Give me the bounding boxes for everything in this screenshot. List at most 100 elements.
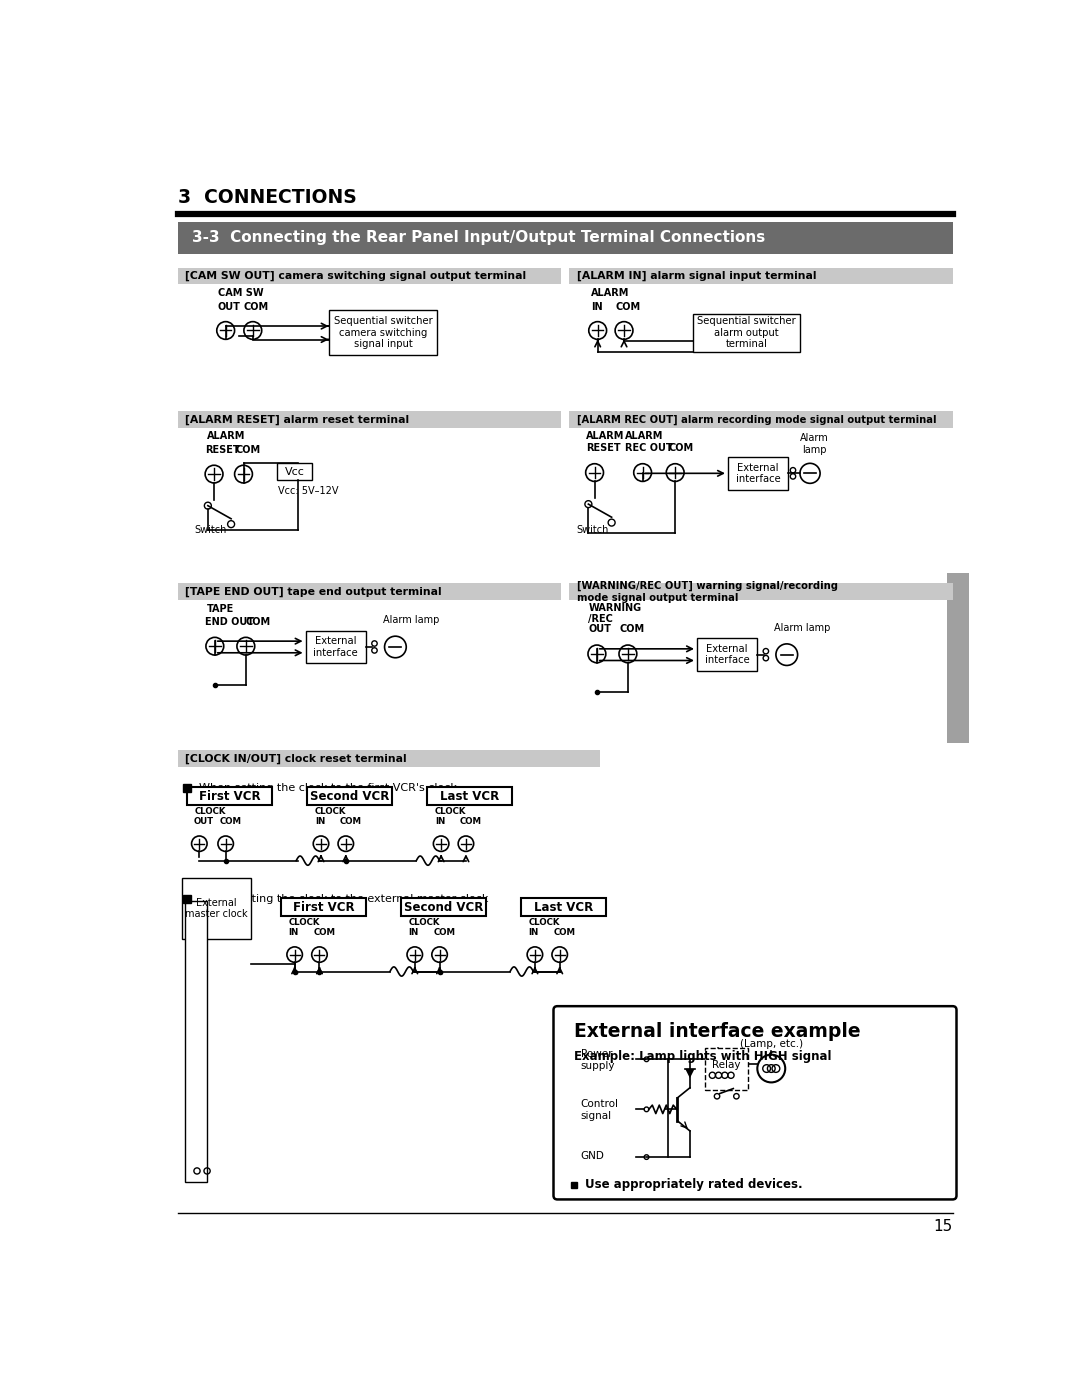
Text: 3  CONNECTIONS: 3 CONNECTIONS [177,189,356,207]
Text: IN: IN [591,302,603,312]
Text: COM: COM [669,443,693,453]
Text: Sequential switcher
alarm output
terminal: Sequential switcher alarm output termina… [697,316,796,349]
Text: Sequential switcher
camera switching
signal input: Sequential switcher camera switching sig… [334,316,432,349]
FancyBboxPatch shape [554,1006,957,1200]
Text: IN: IN [314,817,325,827]
Text: CLOCK: CLOCK [314,807,347,816]
Text: Switch: Switch [194,525,227,535]
FancyBboxPatch shape [947,573,969,743]
Text: IN: IN [408,929,419,937]
Text: External
master clock: External master clock [185,898,247,919]
Text: 3-3  Connecting the Rear Panel Input/Output Terminal Connections: 3-3 Connecting the Rear Panel Input/Outp… [191,231,765,246]
Text: COM: COM [339,817,362,827]
Text: Switch: Switch [577,525,609,535]
Text: CAM SW: CAM SW [218,288,264,298]
Text: First VCR: First VCR [293,901,354,914]
FancyBboxPatch shape [177,268,562,285]
FancyBboxPatch shape [328,310,437,355]
Text: OUT: OUT [589,624,611,634]
Text: External
interface: External interface [735,462,781,485]
FancyBboxPatch shape [177,411,562,427]
Text: Alarm lamp: Alarm lamp [382,615,440,624]
Text: Relay: Relay [713,1060,741,1070]
Text: ALARM: ALARM [591,288,629,298]
FancyBboxPatch shape [276,464,312,481]
Text: 15: 15 [933,1220,953,1234]
Text: Control
signal: Control signal [581,1099,619,1120]
FancyBboxPatch shape [728,457,788,489]
Text: END OUT: END OUT [205,616,254,627]
Text: COM: COM [554,929,576,937]
FancyBboxPatch shape [177,222,953,254]
Text: [WARNING/REC OUT] warning signal/recording
mode signal output terminal: [WARNING/REC OUT] warning signal/recordi… [577,581,838,602]
Text: COM: COM [433,929,456,937]
Text: CLOCK: CLOCK [408,918,440,928]
Text: COM: COM [616,302,640,312]
Text: CLOCK: CLOCK [288,918,320,928]
FancyBboxPatch shape [569,584,953,599]
Text: COM: COM [619,624,645,634]
Text: External interface example: External interface example [575,1021,861,1041]
Text: GND: GND [581,1151,605,1161]
Text: Power
supply: Power supply [581,1049,616,1071]
Text: /REC: /REC [589,613,613,623]
Text: Alarm lamp: Alarm lamp [774,623,831,633]
Text: Example: Lamp lights with HIGH signal: Example: Lamp lights with HIGH signal [575,1051,832,1063]
Text: REC OUT: REC OUT [625,443,673,453]
FancyBboxPatch shape [306,631,366,664]
Text: IN: IN [288,929,299,937]
FancyBboxPatch shape [187,788,272,805]
Text: IN: IN [529,929,539,937]
Text: Vcc: Vcc [285,467,305,476]
Text: (Lamp, etc.): (Lamp, etc.) [740,1038,802,1049]
Text: ALARM: ALARM [207,432,245,441]
Text: CLOCK: CLOCK [529,918,561,928]
Text: RESET: RESET [205,444,240,454]
FancyBboxPatch shape [428,788,512,805]
Text: When setting the clock to the external master clock: When setting the clock to the external m… [200,894,488,904]
FancyBboxPatch shape [307,788,392,805]
FancyBboxPatch shape [177,584,562,599]
Text: CLOCK: CLOCK [435,807,467,816]
FancyBboxPatch shape [569,268,953,285]
Text: First VCR: First VCR [199,789,260,803]
Text: [CLOCK IN/OUT] clock reset terminal: [CLOCK IN/OUT] clock reset terminal [186,753,407,764]
Text: [ALARM REC OUT] alarm recording mode signal output terminal: [ALARM REC OUT] alarm recording mode sig… [577,415,936,425]
Text: COM: COM [246,616,271,627]
FancyBboxPatch shape [186,901,207,1182]
FancyBboxPatch shape [181,877,252,939]
Text: OUT: OUT [218,302,241,312]
Text: WARNING: WARNING [589,602,642,613]
Text: Use appropriately rated devices.: Use appropriately rated devices. [585,1178,802,1192]
Text: ALARM: ALARM [586,430,624,440]
Text: When setting the clock to the first VCR's clock: When setting the clock to the first VCR'… [200,784,457,793]
Text: Last VCR: Last VCR [534,901,593,914]
Text: Second VCR: Second VCR [404,901,483,914]
Text: COM: COM [235,444,261,454]
Polygon shape [685,1069,694,1078]
Text: Vcc: 5V–12V: Vcc: 5V–12V [279,486,339,496]
FancyBboxPatch shape [401,898,486,916]
Text: [ALARM RESET] alarm reset terminal: [ALARM RESET] alarm reset terminal [186,415,409,425]
Text: COM: COM [313,929,335,937]
FancyBboxPatch shape [281,898,366,916]
Text: RESET: RESET [586,443,621,453]
Text: TAPE: TAPE [207,604,234,613]
Text: COM: COM [460,817,482,827]
FancyBboxPatch shape [693,313,800,352]
Text: COM: COM [219,817,242,827]
Text: Alarm
lamp: Alarm lamp [799,433,828,454]
Text: [ALARM IN] alarm signal input terminal: [ALARM IN] alarm signal input terminal [577,271,816,281]
FancyBboxPatch shape [177,750,600,767]
Text: OUT: OUT [193,817,213,827]
FancyBboxPatch shape [705,1048,748,1090]
FancyBboxPatch shape [569,411,953,427]
Text: External
interface: External interface [705,644,750,665]
Text: Last VCR: Last VCR [441,789,499,803]
Text: ALARM: ALARM [625,430,663,440]
Text: Second VCR: Second VCR [310,789,390,803]
Text: [TAPE END OUT] tape end output terminal: [TAPE END OUT] tape end output terminal [186,587,442,597]
Text: COM: COM [243,302,269,312]
Text: CLOCK: CLOCK [194,807,226,816]
Text: IN: IN [435,817,445,827]
